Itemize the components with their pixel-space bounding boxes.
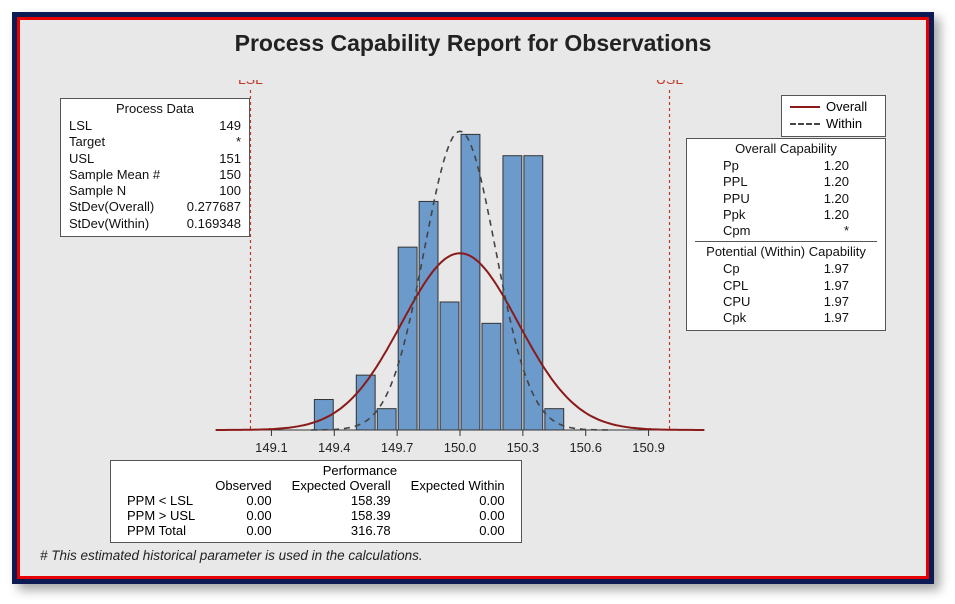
capability-chart-svg: 149.1 149.4 149.7 150.0 150.3 150.6 150.9 LSL US… <box>20 80 926 460</box>
performance-table: Performance Observed Expected Overall Ex… <box>117 463 515 538</box>
performance-row: PPM Total 0.00 316.78 0.00 <box>117 523 515 538</box>
perf-col-exp-within: Expected Within <box>401 478 515 493</box>
svg-text:150.6: 150.6 <box>569 440 602 455</box>
perf-col-observed: Observed <box>205 478 281 493</box>
perf-col-exp-overall: Expected Overall <box>282 478 401 493</box>
svg-text:149.4: 149.4 <box>318 440 351 455</box>
footnote: # This estimated historical parameter is… <box>40 548 423 563</box>
svg-text:LSL: LSL <box>238 80 263 87</box>
svg-text:USL: USL <box>656 80 683 87</box>
performance-row: PPM < LSL 0.00 158.39 0.00 <box>117 493 515 508</box>
svg-text:149.1: 149.1 <box>255 440 288 455</box>
svg-text:150.3: 150.3 <box>507 440 540 455</box>
svg-text:150.0: 150.0 <box>444 440 477 455</box>
performance-row: PPM > USL 0.00 158.39 0.00 <box>117 508 515 523</box>
report-title: Process Capability Report for Observatio… <box>20 30 926 57</box>
window-frame: Process Capability Report for Observatio… <box>12 12 934 584</box>
svg-text:150.9: 150.9 <box>632 440 665 455</box>
performance-box: Performance Observed Expected Overall Ex… <box>110 460 522 543</box>
performance-header: Performance <box>205 463 514 478</box>
chart-area: 149.1149.4149.7150.0150.3150.6150.9LSLUS… <box>20 80 926 450</box>
svg-text:149.7: 149.7 <box>381 440 414 455</box>
report-panel: Process Capability Report for Observatio… <box>17 17 929 579</box>
